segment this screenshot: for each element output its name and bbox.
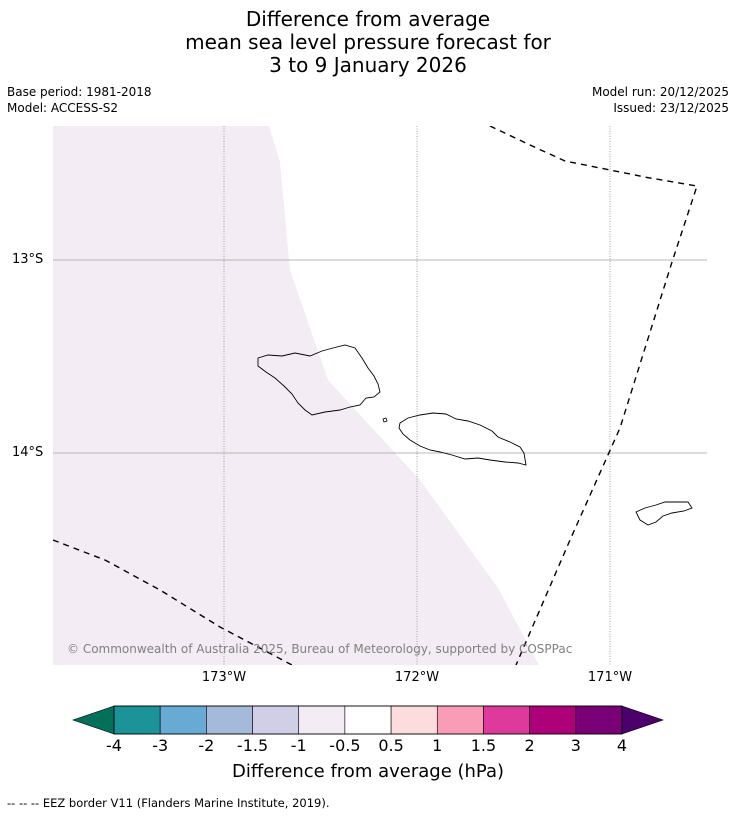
lon-label-173w: 173°W xyxy=(201,670,247,685)
colorbar-bin-1 xyxy=(113,705,161,735)
copyright-notice: © Commonwealth of Australia 2025, Bureau… xyxy=(67,642,573,656)
lat-label-13s: 13°S xyxy=(12,252,44,267)
colorbar-bin-3 xyxy=(206,705,253,735)
colorbar-tick-label: -2 xyxy=(198,736,215,755)
eez-border-north xyxy=(489,126,698,665)
colorbar-tick-label: -1.5 xyxy=(236,736,269,755)
colorbar-tick-label: 0.5 xyxy=(378,736,404,755)
model-run: Model run: 20/12/2025 xyxy=(591,85,729,99)
title-line-3: 3 to 9 January 2026 xyxy=(269,53,467,77)
colorbar-tick-label: 1 xyxy=(432,736,443,755)
colorbar-bin-10 xyxy=(529,705,577,735)
title-line-2: mean sea level pressure forecast for xyxy=(185,30,551,54)
colorbar-under-arrow xyxy=(72,705,115,735)
small-island-outline xyxy=(382,417,388,423)
colorbar-tick-label: 1.5 xyxy=(470,736,497,755)
base-period: Base period: 1981-2018 xyxy=(7,85,152,99)
colorbar-bin-8 xyxy=(436,705,484,735)
colorbar-bin-6 xyxy=(344,705,392,735)
title-line-1: Difference from average xyxy=(245,7,491,31)
colorbar-tick-label: 3 xyxy=(570,736,581,755)
anomaly-region-fill xyxy=(53,126,539,665)
lat-label-14s: 14°S xyxy=(12,445,44,460)
colorbar-bin-4 xyxy=(252,705,300,735)
colorbar-tick-label: 4 xyxy=(616,736,628,755)
issued-date: Issued: 23/12/2025 xyxy=(613,101,729,115)
colorbar-bin-5 xyxy=(298,705,346,735)
colorbar xyxy=(72,705,664,735)
colorbar-tick-label: -3 xyxy=(152,736,169,755)
upolu-island-outline xyxy=(398,412,527,466)
metadata-right: Model run: 20/12/2025 Issued: 23/12/2025 xyxy=(592,84,729,116)
tutuila-island-outline xyxy=(635,501,693,526)
lon-label-172w: 172°W xyxy=(394,670,440,685)
colorbar-bin-2 xyxy=(159,705,207,735)
colorbar-bin-11 xyxy=(575,705,623,735)
colorbar-frame xyxy=(113,705,623,735)
colorbar-tick-label: 2 xyxy=(524,736,535,755)
colorbar-bin-9 xyxy=(483,705,530,735)
colorbar-over-arrow xyxy=(621,705,664,735)
model-name: Model: ACCESS-S2 xyxy=(7,101,119,115)
colorbar-tick-label: -1 xyxy=(290,736,307,755)
eez-legend: -- -- -- EEZ border V11 (Flanders Marine… xyxy=(7,796,330,810)
metadata-left: Base period: 1981-2018 Model: ACCESS-S2 xyxy=(7,84,152,116)
colorbar-bin-7 xyxy=(390,705,438,735)
eez-border-southwest xyxy=(53,539,293,665)
colorbar-tick-label: -0.5 xyxy=(329,736,361,755)
savaii-island-outline xyxy=(257,344,381,416)
chart-title: Difference from average mean sea level p… xyxy=(0,8,736,77)
lon-label-171w: 171°W xyxy=(587,670,633,685)
colorbar-tick-label: -4 xyxy=(106,736,122,755)
colorbar-title: Difference from average (hPa) xyxy=(231,761,505,782)
